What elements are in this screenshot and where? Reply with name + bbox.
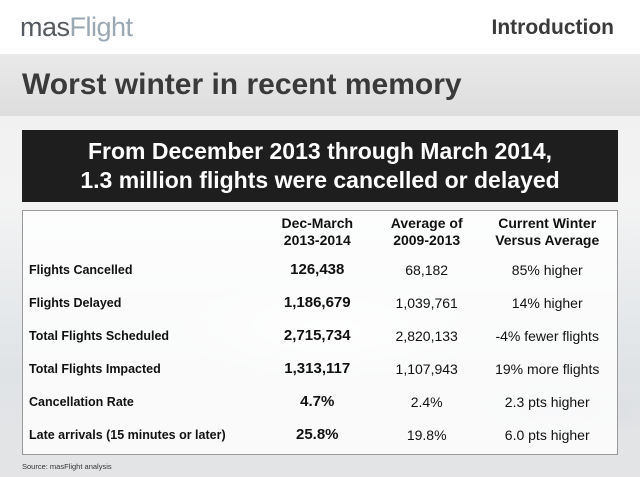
row-metric: Flights Cancelled bbox=[29, 262, 133, 277]
table-row: Total Flights Scheduled 2,715,734 2,820,… bbox=[23, 319, 617, 352]
logo-prefix: mas bbox=[20, 12, 70, 42]
row-average-value: 2.4% bbox=[410, 393, 443, 410]
header-bar: masFlight Introduction bbox=[0, 0, 640, 55]
row-current-value: 2,715,734 bbox=[283, 327, 351, 344]
logo-suffix: Flight bbox=[69, 12, 134, 42]
row-average-value: 1,039,761 bbox=[395, 294, 458, 311]
header-average: Average of 2009-2013 bbox=[390, 215, 463, 248]
row-average-value: 68,182 bbox=[405, 261, 449, 278]
row-metric: Total Flights Impacted bbox=[29, 361, 161, 376]
row-metric: Total Flights Scheduled bbox=[29, 328, 170, 343]
table-row: Flights Cancelled 126,438 68,182 85% hig… bbox=[23, 253, 617, 286]
row-metric: Cancellation Rate bbox=[29, 394, 134, 409]
row-comparison: -4% fewer flights bbox=[495, 327, 599, 344]
row-metric: Late arrivals (15 minutes or later) bbox=[29, 427, 226, 442]
section-label: Introduction bbox=[491, 16, 614, 39]
row-current-value: 25.8% bbox=[295, 426, 339, 443]
row-current-value: 1,313,117 bbox=[284, 360, 351, 377]
comparison-table: Dec-March 2013-2014 Average of 2009-2013… bbox=[23, 211, 617, 451]
table-row: Late arrivals (15 minutes or later) 25.8… bbox=[23, 418, 617, 451]
row-comparison: 6.0 pts higher bbox=[504, 426, 590, 443]
header-current-period: Dec-March 2013-2014 bbox=[281, 215, 354, 248]
row-metric: Flights Delayed bbox=[29, 295, 122, 310]
banner-line-1: From December 2013 through March 2014, bbox=[88, 138, 552, 164]
header-comparison: Current Winter Versus Average bbox=[495, 215, 600, 248]
table-row: Total Flights Impacted 1,313,117 1,107,9… bbox=[23, 352, 617, 385]
header-metric bbox=[23, 211, 259, 253]
row-current-value: 4.7% bbox=[300, 393, 335, 410]
headline-banner: From December 2013 through March 2014, 1… bbox=[22, 130, 618, 202]
banner-line-2: 1.3 million flights were cancelled or de… bbox=[80, 167, 560, 193]
table-row: Cancellation Rate 4.7% 2.4% 2.3 pts high… bbox=[23, 385, 617, 418]
table-header-row: Dec-March 2013-2014 Average of 2009-2013… bbox=[23, 211, 617, 253]
comparison-table-box: Dec-March 2013-2014 Average of 2009-2013… bbox=[22, 210, 618, 455]
table-row: Flights Delayed 1,186,679 1,039,761 14% … bbox=[23, 286, 617, 319]
row-average-value: 1,107,943 bbox=[395, 360, 458, 377]
row-average-value: 2,820,133 bbox=[395, 327, 458, 344]
masflight-logo: masFlight bbox=[20, 9, 133, 45]
row-comparison: 2.3 pts higher bbox=[504, 393, 590, 410]
title-band bbox=[0, 54, 640, 116]
row-current-value: 126,438 bbox=[290, 261, 345, 278]
row-current-value: 1,186,679 bbox=[283, 294, 351, 311]
slide-title: Worst winter in recent memory bbox=[22, 68, 462, 101]
source-note: Source: masFlight analysis bbox=[22, 462, 112, 471]
row-comparison: 14% higher bbox=[511, 294, 583, 311]
row-comparison: 19% more flights bbox=[495, 360, 600, 377]
row-comparison: 85% higher bbox=[511, 261, 583, 278]
row-average-value: 19.8% bbox=[406, 426, 447, 443]
